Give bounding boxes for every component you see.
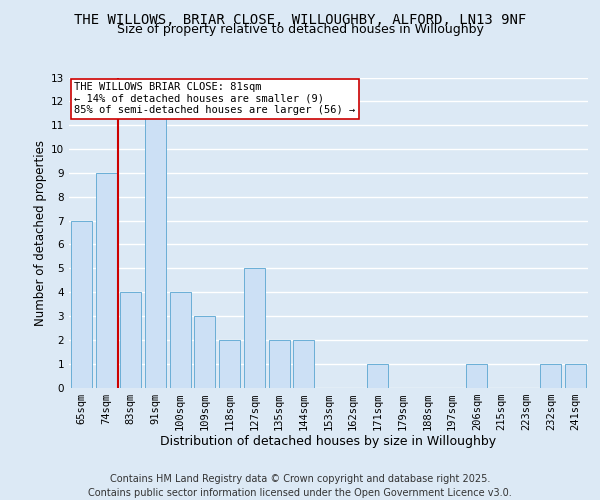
Bar (244, 268, 265, 388)
Bar (565, 364, 586, 388)
Bar (466, 364, 487, 388)
Bar (120, 292, 141, 388)
Bar (269, 340, 290, 388)
Y-axis label: Number of detached properties: Number of detached properties (34, 140, 47, 326)
Text: THE WILLOWS BRIAR CLOSE: 81sqm
← 14% of detached houses are smaller (9)
85% of s: THE WILLOWS BRIAR CLOSE: 81sqm ← 14% of … (74, 82, 355, 116)
Text: THE WILLOWS, BRIAR CLOSE, WILLOUGHBY, ALFORD, LN13 9NF: THE WILLOWS, BRIAR CLOSE, WILLOUGHBY, AL… (74, 12, 526, 26)
Bar (95, 173, 116, 388)
Bar (541, 364, 562, 388)
Bar (219, 340, 240, 388)
Bar (71, 220, 92, 388)
Text: Size of property relative to detached houses in Willoughby: Size of property relative to detached ho… (116, 24, 484, 36)
Bar (367, 364, 388, 388)
Bar (145, 102, 166, 388)
Bar (170, 292, 191, 388)
Bar (293, 340, 314, 388)
X-axis label: Distribution of detached houses by size in Willoughby: Distribution of detached houses by size … (160, 436, 497, 448)
Text: Contains HM Land Registry data © Crown copyright and database right 2025.
Contai: Contains HM Land Registry data © Crown c… (88, 474, 512, 498)
Bar (194, 316, 215, 388)
